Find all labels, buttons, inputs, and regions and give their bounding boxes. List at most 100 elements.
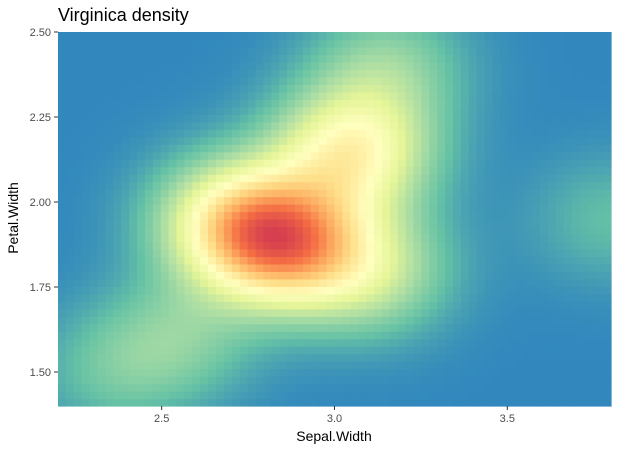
- density-cell: [595, 39, 604, 48]
- density-cell: [445, 166, 454, 175]
- density-cell: [366, 69, 375, 78]
- density-cell: [326, 181, 336, 190]
- density-cell: [65, 174, 75, 183]
- density-cell: [539, 368, 549, 377]
- density-cell: [231, 368, 241, 377]
- density-cell: [342, 69, 351, 78]
- density-cell: [547, 114, 557, 123]
- density-cell: [176, 91, 185, 100]
- density-cell: [326, 32, 336, 41]
- density-cell: [563, 144, 573, 153]
- density-cell: [129, 398, 138, 407]
- density-cell: [247, 151, 257, 160]
- density-cell: [555, 46, 565, 56]
- density-cell: [295, 114, 304, 123]
- density-cell: [405, 248, 415, 257]
- density-cell: [389, 308, 399, 317]
- density-cell: [508, 226, 517, 235]
- density-cell: [326, 263, 336, 272]
- density-cell: [113, 219, 122, 228]
- density-cell: [326, 278, 336, 287]
- density-cell: [137, 196, 146, 205]
- density-cell: [468, 54, 478, 63]
- density-cell: [476, 84, 486, 93]
- density-cell: [302, 278, 312, 287]
- density-cell: [200, 69, 209, 78]
- density-cell: [121, 331, 130, 340]
- density-cell: [460, 233, 470, 243]
- density-cell: [192, 39, 201, 48]
- density-cell: [389, 151, 399, 160]
- density-cell: [208, 39, 217, 48]
- density-cell: [129, 144, 138, 153]
- density-cell: [603, 159, 612, 168]
- density-cell: [239, 166, 249, 175]
- density-cell: [318, 391, 328, 400]
- density-cell: [437, 69, 446, 78]
- density-cell: [366, 331, 375, 340]
- density-cell: [500, 69, 509, 78]
- density-cell: [271, 376, 280, 385]
- density-raster: [58, 32, 612, 407]
- density-cell: [516, 263, 525, 272]
- density-cell: [453, 144, 462, 153]
- density-cell: [579, 76, 588, 85]
- density-cell: [216, 189, 225, 198]
- density-cell: [255, 189, 264, 198]
- density-cell: [571, 91, 580, 100]
- density-cell: [89, 376, 99, 385]
- density-cell: [65, 106, 75, 115]
- density-cell: [539, 271, 549, 280]
- density-cell: [579, 84, 588, 93]
- density-cell: [295, 166, 304, 175]
- density-cell: [223, 248, 233, 257]
- density-cell: [555, 211, 565, 220]
- density-cell: [524, 308, 533, 317]
- density-cell: [413, 398, 422, 407]
- density-cell: [73, 248, 83, 257]
- density-cell: [532, 144, 541, 153]
- density-cell: [97, 219, 106, 228]
- density-cell: [539, 233, 549, 243]
- density-cell: [200, 293, 209, 302]
- density-cell: [405, 204, 415, 213]
- density-cell: [508, 106, 517, 115]
- density-cell: [113, 91, 122, 100]
- density-cell: [105, 241, 114, 250]
- density-cell: [208, 129, 217, 138]
- density-cell: [547, 211, 557, 220]
- density-cell: [547, 32, 557, 41]
- density-cell: [97, 263, 106, 272]
- density-cell: [223, 391, 233, 400]
- density-cell: [113, 159, 122, 168]
- density-cell: [460, 32, 470, 41]
- density-cell: [239, 301, 249, 310]
- density-cell: [374, 32, 383, 41]
- density-cell: [310, 106, 320, 115]
- density-cell: [184, 248, 193, 257]
- density-cell: [81, 196, 91, 205]
- density-cell: [113, 69, 122, 78]
- density-cell: [492, 166, 501, 175]
- density-cell: [73, 189, 83, 198]
- density-cell: [216, 278, 225, 287]
- density-cell: [445, 151, 454, 160]
- density-cell: [152, 361, 162, 370]
- density-cell: [160, 181, 170, 190]
- density-cell: [366, 263, 375, 272]
- density-cell: [468, 338, 478, 347]
- density-cell: [445, 376, 454, 385]
- density-cell: [524, 219, 533, 228]
- density-cell: [318, 99, 328, 108]
- density-cell: [445, 338, 454, 347]
- density-cell: [105, 286, 114, 295]
- density-cell: [579, 166, 588, 175]
- density-cell: [144, 398, 154, 407]
- density-cell: [81, 54, 91, 63]
- density-cell: [453, 54, 462, 63]
- density-cell: [121, 368, 130, 377]
- density-cell: [334, 361, 343, 370]
- density-cell: [445, 256, 454, 265]
- density-cell: [492, 331, 501, 340]
- density-cell: [129, 99, 138, 108]
